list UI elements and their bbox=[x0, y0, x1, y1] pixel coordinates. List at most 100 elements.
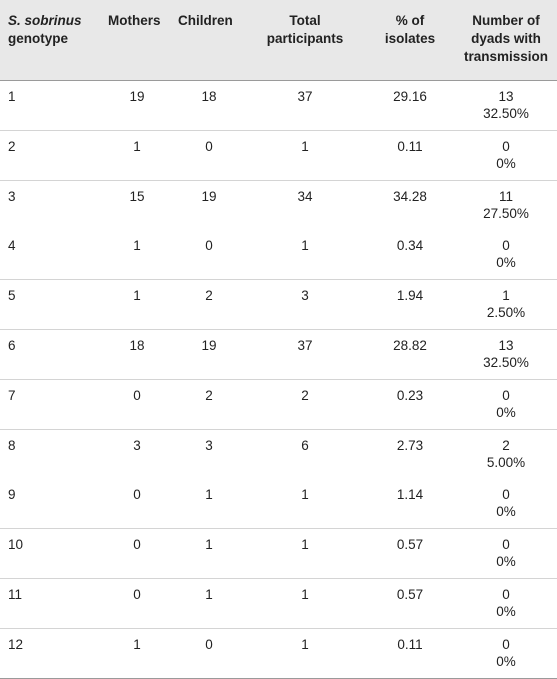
cell-genotype: 9 bbox=[8, 487, 16, 503]
cell-dyads: 0 0% bbox=[455, 387, 557, 421]
cell-children: 19 bbox=[201, 338, 217, 353]
cell-children: 3 bbox=[205, 437, 213, 453]
cell-dyads-count: 13 bbox=[498, 89, 514, 104]
table-row: 2 1 0 1 0.11 0 0% bbox=[0, 130, 557, 181]
table-row: 10 0 1 1 0.57 0 0% bbox=[0, 529, 557, 580]
header-total-line1: Total bbox=[289, 13, 321, 28]
cell-pct: 0.11 bbox=[397, 138, 423, 154]
cell-pct: 1.14 bbox=[396, 487, 424, 503]
table-row: 4 1 0 1 0.34 0 0% bbox=[0, 230, 557, 281]
cell-children: 1 bbox=[205, 487, 213, 503]
cell-total: 1 bbox=[301, 138, 309, 154]
cell-dyads: 0 0% bbox=[455, 237, 557, 271]
header-dyads-line2: dyads with bbox=[471, 31, 541, 46]
cell-dyads-count: 0 bbox=[502, 537, 510, 553]
cell-genotype: 8 bbox=[8, 437, 16, 453]
cell-pct: 0.57 bbox=[396, 537, 424, 553]
cell-dyads-count: 0 bbox=[502, 587, 510, 602]
cell-mothers: 1 bbox=[133, 636, 141, 652]
cell-total: 6 bbox=[301, 437, 309, 453]
table-row: 8 3 3 6 2.73 2 5.00% bbox=[0, 429, 557, 480]
header-pct-line1: % of bbox=[395, 13, 425, 28]
cell-total: 3 bbox=[301, 288, 309, 304]
cell-dyads: 2 5.00% bbox=[455, 437, 557, 471]
table-row: 9 0 1 1 1.14 0 0% bbox=[0, 479, 557, 530]
header-dyads: Number of dyads with transmission bbox=[455, 12, 557, 66]
cell-pct: 0.11 bbox=[397, 636, 423, 652]
header-mothers: Mothers bbox=[108, 13, 161, 28]
cell-total: 1 bbox=[301, 636, 309, 652]
cell-dyads: 1 2.50% bbox=[455, 287, 557, 321]
cell-pct: 28.82 bbox=[393, 338, 427, 353]
cell-dyads: 0 0% bbox=[455, 486, 557, 520]
cell-dyads-percent: 27.50% bbox=[483, 205, 529, 221]
cell-dyads-count: 0 bbox=[502, 636, 510, 652]
cell-dyads-percent: 0% bbox=[496, 604, 516, 619]
cell-pct: 0.57 bbox=[396, 587, 424, 602]
cell-genotype: 6 bbox=[8, 338, 16, 353]
table-row: 1 19 18 37 29.16 13 32.50% bbox=[0, 81, 557, 131]
cell-dyads: 11 27.50% bbox=[455, 188, 557, 222]
cell-children: 1 bbox=[205, 537, 213, 553]
cell-mothers: 3 bbox=[133, 437, 141, 453]
cell-genotype: 4 bbox=[8, 238, 16, 254]
cell-dyads-percent: 0% bbox=[496, 653, 516, 669]
cell-pct: 34.28 bbox=[393, 188, 427, 204]
header-genotype-label: genotype bbox=[8, 31, 69, 46]
cell-total: 37 bbox=[297, 89, 313, 104]
cell-mothers: 0 bbox=[133, 587, 141, 602]
cell-mothers: 0 bbox=[133, 537, 141, 553]
cell-dyads: 0 0% bbox=[455, 536, 557, 570]
cell-dyads-count: 0 bbox=[502, 138, 510, 154]
cell-dyads-percent: 32.50% bbox=[483, 106, 529, 121]
cell-mothers: 19 bbox=[129, 89, 145, 104]
cell-dyads-percent: 2.50% bbox=[486, 305, 526, 321]
cell-children: 0 bbox=[205, 138, 213, 154]
cell-pct: 29.16 bbox=[393, 89, 427, 104]
cell-mothers: 1 bbox=[133, 238, 141, 254]
header-children: Children bbox=[178, 13, 233, 28]
cell-pct: 0.34 bbox=[396, 238, 424, 254]
cell-mothers: 1 bbox=[133, 138, 141, 154]
cell-total: 1 bbox=[301, 487, 309, 503]
table-row: 5 1 2 3 1.94 1 2.50% bbox=[0, 280, 557, 331]
cell-dyads-percent: 32.50% bbox=[483, 355, 529, 370]
cell-genotype: 10 bbox=[8, 537, 24, 553]
cell-genotype: 3 bbox=[8, 188, 16, 204]
cell-mothers: 0 bbox=[133, 387, 141, 403]
cell-genotype: 1 bbox=[8, 89, 16, 104]
cell-dyads-count: 0 bbox=[502, 387, 510, 403]
cell-dyads-count: 1 bbox=[502, 288, 510, 304]
cell-dyads-count: 0 bbox=[502, 238, 510, 254]
cell-children: 18 bbox=[201, 89, 217, 104]
cell-dyads-count: 0 bbox=[502, 487, 510, 503]
cell-dyads: 0 0% bbox=[455, 586, 557, 620]
cell-genotype: 12 bbox=[8, 636, 24, 652]
cell-dyads-percent: 0% bbox=[496, 255, 516, 271]
cell-children: 2 bbox=[205, 288, 213, 304]
cell-mothers: 1 bbox=[133, 288, 141, 304]
cell-mothers: 18 bbox=[129, 338, 145, 353]
cell-genotype: 2 bbox=[8, 138, 16, 154]
cell-dyads-count: 11 bbox=[498, 188, 513, 204]
header-pct-line2: isolates bbox=[384, 31, 436, 46]
cell-children: 0 bbox=[205, 238, 213, 254]
cell-total: 1 bbox=[301, 587, 309, 602]
cell-pct: 1.94 bbox=[396, 288, 424, 304]
cell-dyads-percent: 0% bbox=[496, 504, 516, 520]
header-total: Total participants bbox=[250, 12, 360, 48]
cell-dyads: 0 0% bbox=[455, 636, 557, 670]
cell-children: 1 bbox=[205, 587, 213, 602]
cell-children: 2 bbox=[205, 387, 213, 403]
header-dyads-line1: Number of bbox=[472, 13, 540, 28]
cell-children: 0 bbox=[205, 636, 213, 652]
table-row: 12 1 0 1 0.11 0 0% bbox=[0, 628, 557, 679]
table-header: S. sobrinus genotype Mothers Children To… bbox=[0, 0, 557, 81]
cell-dyads: 13 32.50% bbox=[455, 337, 557, 371]
cell-dyads: 0 0% bbox=[455, 138, 557, 172]
cell-dyads-percent: 0% bbox=[496, 404, 516, 420]
header-genotype: S. sobrinus genotype bbox=[8, 12, 108, 48]
table-row: 7 0 2 2 0.23 0 0% bbox=[0, 379, 557, 430]
cell-genotype: 5 bbox=[8, 288, 16, 304]
